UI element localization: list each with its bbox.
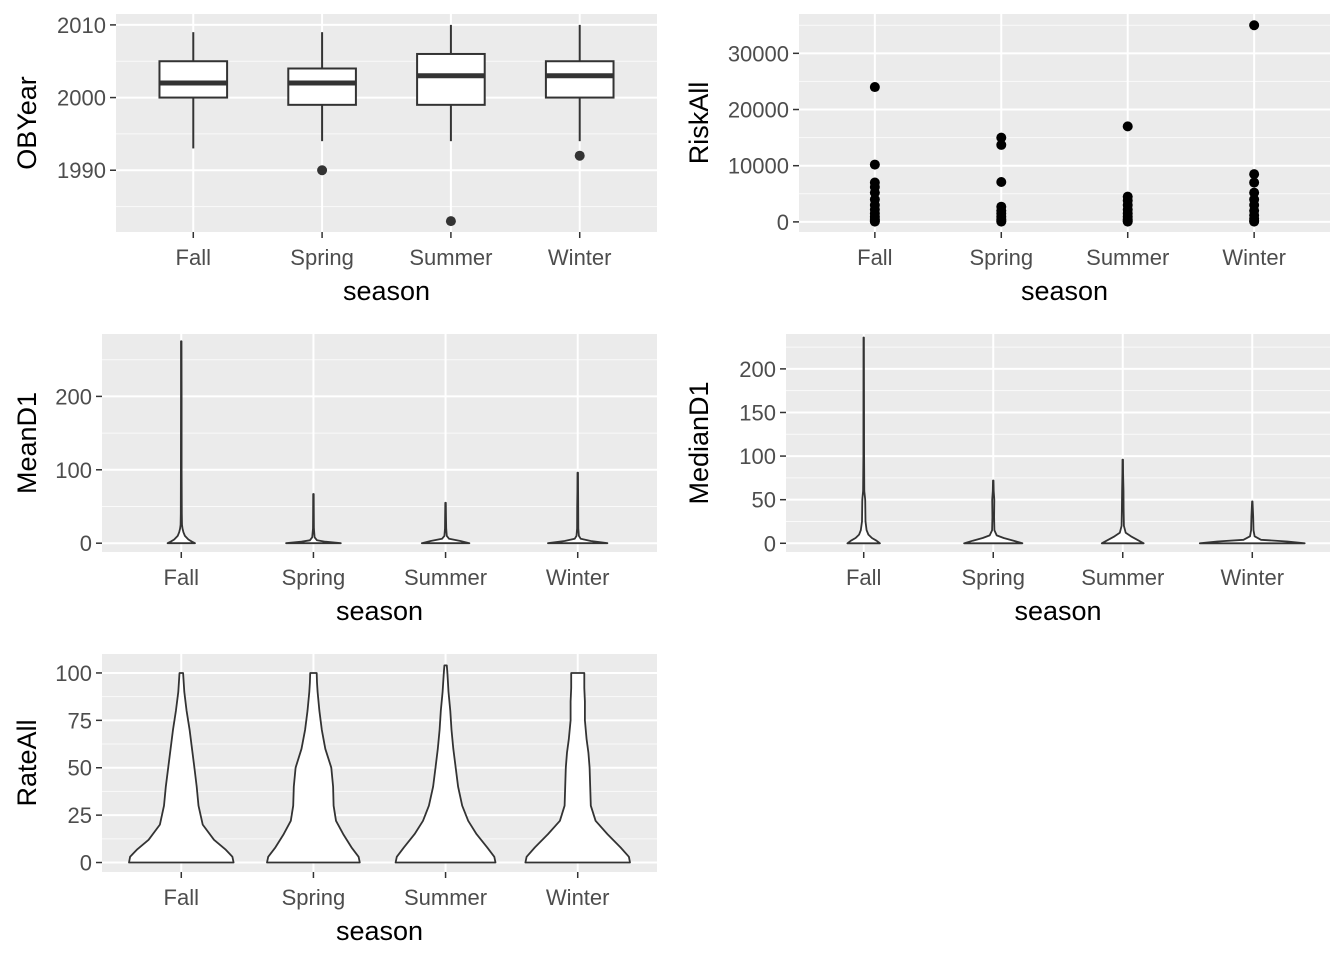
- riskall-data-point: [1249, 216, 1260, 227]
- mediand1-x-tick-label: Summer: [1081, 565, 1164, 590]
- obyear-x-tick-label: Fall: [176, 245, 211, 270]
- rateall-violin-spring: [266, 672, 361, 864]
- obyear-y-tick-label: 2010: [57, 13, 106, 38]
- obyear-x-tick-label: Winter: [548, 245, 612, 270]
- riskall-data-point: [869, 159, 880, 170]
- meand1-violin-spring: [285, 493, 342, 545]
- riskall-data-point: [996, 216, 1007, 227]
- meand1-violin-fall: [166, 340, 196, 545]
- mediand1-x-tick-label: Spring: [961, 565, 1025, 590]
- meand1-x-tick-label: Summer: [404, 565, 487, 590]
- rateall-x-tick-label: Winter: [546, 885, 610, 910]
- riskall-data-point: [1249, 169, 1260, 180]
- mediand1-violin-summer: [1100, 458, 1145, 545]
- rateall-y-tick-label: 100: [55, 661, 92, 686]
- riskall-y-tick-label: 0: [777, 210, 789, 235]
- riskall-data-point: [1122, 216, 1133, 227]
- riskall-x-tick-label: Spring: [969, 245, 1033, 270]
- obyear-x-tick-label: Spring: [290, 245, 354, 270]
- obyear-y-axis-title: OBYear: [12, 76, 42, 170]
- meand1-panel: 0 100 200 Fall Spring Summer Winter season MeanD…: [12, 334, 657, 626]
- riskall-x-axis-title: season: [1021, 276, 1108, 306]
- mediand1-panel: 0 50 100 150 200 Fall Spring Summer Winter season…: [684, 334, 1330, 626]
- riskall-data-point: [1249, 177, 1260, 188]
- riskall-x-tick-label: Fall: [857, 245, 892, 270]
- rateall-panel: 0 25 50 75 100 Fall Spring Summer Winter season Ra…: [12, 654, 657, 946]
- obyear-outlier-point: [574, 150, 585, 161]
- obyear-y-tick-label: 1990: [57, 158, 106, 183]
- riskall-panel: 0 10000 20000 30000 Fall Spring Summer Winter se…: [684, 14, 1330, 306]
- obyear-panel: 1990 2000 2010 Fall Spring Summer Winter season…: [12, 13, 657, 306]
- rateall-violin-summer: [394, 664, 497, 864]
- obyear-x-tick-label: Summer: [409, 245, 492, 270]
- riskall-data-point: [996, 132, 1007, 143]
- riskall-data-point: [869, 82, 880, 93]
- rateall-y-tick-label: 0: [80, 851, 92, 876]
- rateall-x-axis-title: season: [336, 916, 423, 946]
- mediand1-plot-background: [786, 334, 1330, 552]
- obyear-outlier-point: [445, 216, 456, 227]
- rateall-violin-winter: [524, 672, 631, 864]
- riskall-data-point: [869, 216, 880, 227]
- rateall-y-axis-title: RateAll: [12, 719, 42, 806]
- riskall-y-tick-label: 10000: [728, 154, 789, 179]
- riskall-data-point: [1249, 20, 1260, 31]
- obyear-box: [287, 67, 357, 106]
- riskall-data-point: [996, 176, 1007, 187]
- mediand1-x-tick-label: Winter: [1221, 565, 1285, 590]
- mediand1-violin-winter: [1198, 500, 1306, 545]
- rateall-y-tick-label: 50: [68, 756, 92, 781]
- mediand1-y-axis-title: MedianD1: [684, 381, 714, 504]
- mediand1-violin-spring: [963, 479, 1024, 545]
- meand1-y-tick-label: 100: [55, 458, 92, 483]
- rateall-x-tick-label: Fall: [164, 885, 199, 910]
- riskall-y-tick-label: 30000: [728, 41, 789, 66]
- mediand1-x-tick-label: Fall: [846, 565, 881, 590]
- obyear-outlier-point: [317, 165, 328, 176]
- mediand1-y-tick-label: 150: [739, 400, 776, 425]
- obyear-box: [416, 52, 486, 106]
- meand1-y-tick-label: 0: [80, 531, 92, 556]
- obyear-plot-background: [116, 14, 657, 232]
- mediand1-x-axis-title: season: [1014, 596, 1101, 626]
- rateall-x-tick-label: Spring: [282, 885, 346, 910]
- riskall-x-tick-label: Summer: [1086, 245, 1169, 270]
- rateall-x-tick-label: Summer: [404, 885, 487, 910]
- riskall-y-axis-title: RiskAll: [684, 82, 714, 165]
- rateall-y-tick-label: 25: [68, 803, 92, 828]
- meand1-x-tick-label: Spring: [282, 565, 346, 590]
- riskall-data-point: [996, 139, 1007, 150]
- mediand1-y-tick-label: 50: [752, 488, 776, 513]
- riskall-y-tick-label: 20000: [728, 98, 789, 123]
- obyear-x-axis-title: season: [343, 276, 430, 306]
- mediand1-y-tick-label: 0: [764, 531, 776, 556]
- meand1-x-axis-title: season: [336, 596, 423, 626]
- rateall-y-tick-label: 75: [68, 708, 92, 733]
- meand1-y-axis-title: MeanD1: [12, 392, 42, 494]
- obyear-box: [158, 60, 229, 99]
- riskall-data-point: [1122, 121, 1133, 132]
- mediand1-y-tick-label: 200: [739, 357, 776, 382]
- rateall-violin-fall: [128, 672, 235, 864]
- riskall-x-tick-label: Winter: [1222, 245, 1286, 270]
- meand1-violin-winter: [547, 471, 609, 545]
- riskall-plot-background: [799, 14, 1330, 232]
- obyear-box: [544, 60, 615, 99]
- meand1-x-tick-label: Fall: [164, 565, 199, 590]
- mediand1-y-tick-label: 100: [739, 444, 776, 469]
- meand1-plot-background: [102, 334, 657, 552]
- meand1-violin-summer: [420, 501, 471, 545]
- meand1-y-tick-label: 200: [55, 384, 92, 409]
- obyear-y-tick-label: 2000: [57, 86, 106, 111]
- meand1-x-tick-label: Winter: [546, 565, 610, 590]
- mediand1-violin-fall: [846, 336, 881, 545]
